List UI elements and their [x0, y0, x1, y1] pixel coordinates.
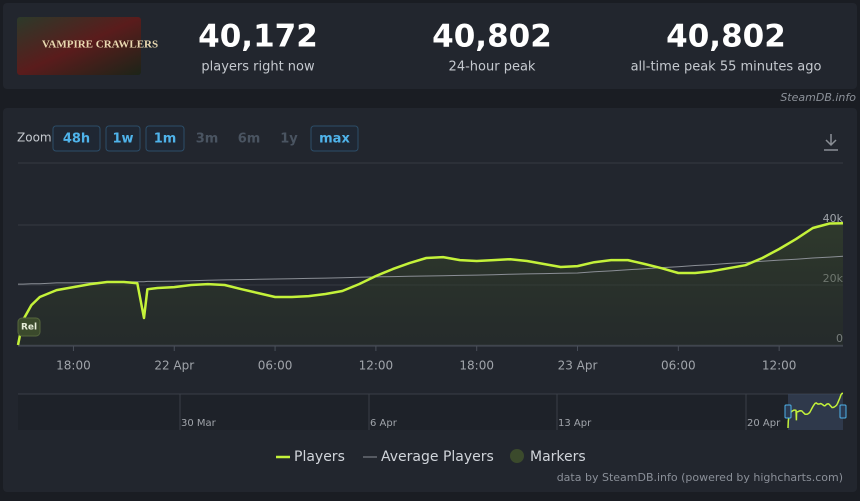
legend-label[interactable]: Average Players: [381, 449, 494, 465]
zoom-button: 6m: [238, 132, 261, 147]
navigator-tick-label: 20 Apr: [747, 418, 781, 429]
zoom-button-label: max: [319, 132, 350, 147]
x-tick-label: 12:00: [762, 359, 797, 373]
x-tick-label: 12:00: [359, 359, 394, 373]
game-thumbnail: [17, 17, 141, 75]
navigator-tick-label: 6 Apr: [370, 418, 398, 429]
legend-label[interactable]: Markers: [530, 449, 586, 465]
stats: 40,172 players right now 40,802 24-hour pea…: [198, 19, 821, 75]
x-tick-label: 22 Apr: [154, 359, 194, 373]
download-icon[interactable]: [824, 134, 838, 151]
legend-label[interactable]: Players: [294, 449, 345, 465]
zoom-buttons: 48h 1w 1m 3m 6m 1y max: [52, 125, 359, 152]
header-panel: [3, 3, 857, 89]
x-tick-label: 06:00: [258, 359, 293, 373]
x-tick-label: 06:00: [661, 359, 696, 373]
stat-label: players right now: [201, 60, 315, 75]
marker-label: Rel: [21, 323, 37, 333]
download-glyph: [824, 134, 838, 151]
zoom-button-label: 3m: [196, 132, 219, 147]
zoom-button-label: 1y: [280, 132, 298, 147]
navigator-bg: [18, 394, 843, 430]
zoom-button: 1y: [280, 132, 298, 147]
x-tick-label: 23 Apr: [558, 359, 598, 373]
credits: data by SteamDB.info (powered by highcha…: [557, 471, 843, 484]
legend-swatch: [510, 449, 524, 463]
navigator-handle[interactable]: [839, 404, 847, 419]
game-title: VAMPIRE CRAWLERS: [42, 39, 158, 51]
stat-value: 40,172: [198, 19, 318, 55]
zoom-button[interactable]: max: [310, 125, 359, 152]
zoom-label: Zoom: [17, 131, 52, 145]
stat-value: 40,802: [432, 19, 552, 55]
zoom-button[interactable]: 1w: [105, 125, 141, 152]
x-tick-label: 18:00: [459, 359, 494, 373]
marker-flag: [17, 317, 41, 337]
navigator-tick-label: 13 Apr: [558, 418, 592, 429]
stat-label: all-time peak 55 minutes ago: [631, 60, 822, 75]
zoom-button-label: 1w: [112, 132, 133, 147]
zoom-button: 3m: [196, 132, 219, 147]
x-tick-label: 18:00: [56, 359, 91, 373]
area-fill: [18, 223, 843, 345]
zoom-button-bg: [310, 125, 359, 152]
zoom-button-label: 6m: [238, 132, 261, 147]
stat-label: 24-hour peak: [449, 60, 536, 75]
zoom-button-bg: [52, 125, 101, 152]
zoom-button-label: 48h: [63, 132, 90, 147]
zoom-button-label: 1m: [154, 132, 177, 147]
zoom-button[interactable]: 1m: [145, 125, 185, 152]
navigator-line: [787, 392, 843, 429]
zoom-button-bg: [145, 125, 185, 152]
zoom-button-bg: [105, 125, 141, 152]
series-line: [16, 221, 844, 346]
navigator-handle[interactable]: [784, 404, 792, 419]
zoom-button[interactable]: 48h: [52, 125, 101, 152]
navigator-tick-label: 30 Mar: [181, 418, 217, 429]
y-tick-label: 40k: [823, 212, 844, 225]
legend: Players Average Players Markers: [276, 449, 586, 465]
stat-value: 40,802: [666, 19, 786, 55]
source: SteamDB.info: [780, 91, 856, 104]
